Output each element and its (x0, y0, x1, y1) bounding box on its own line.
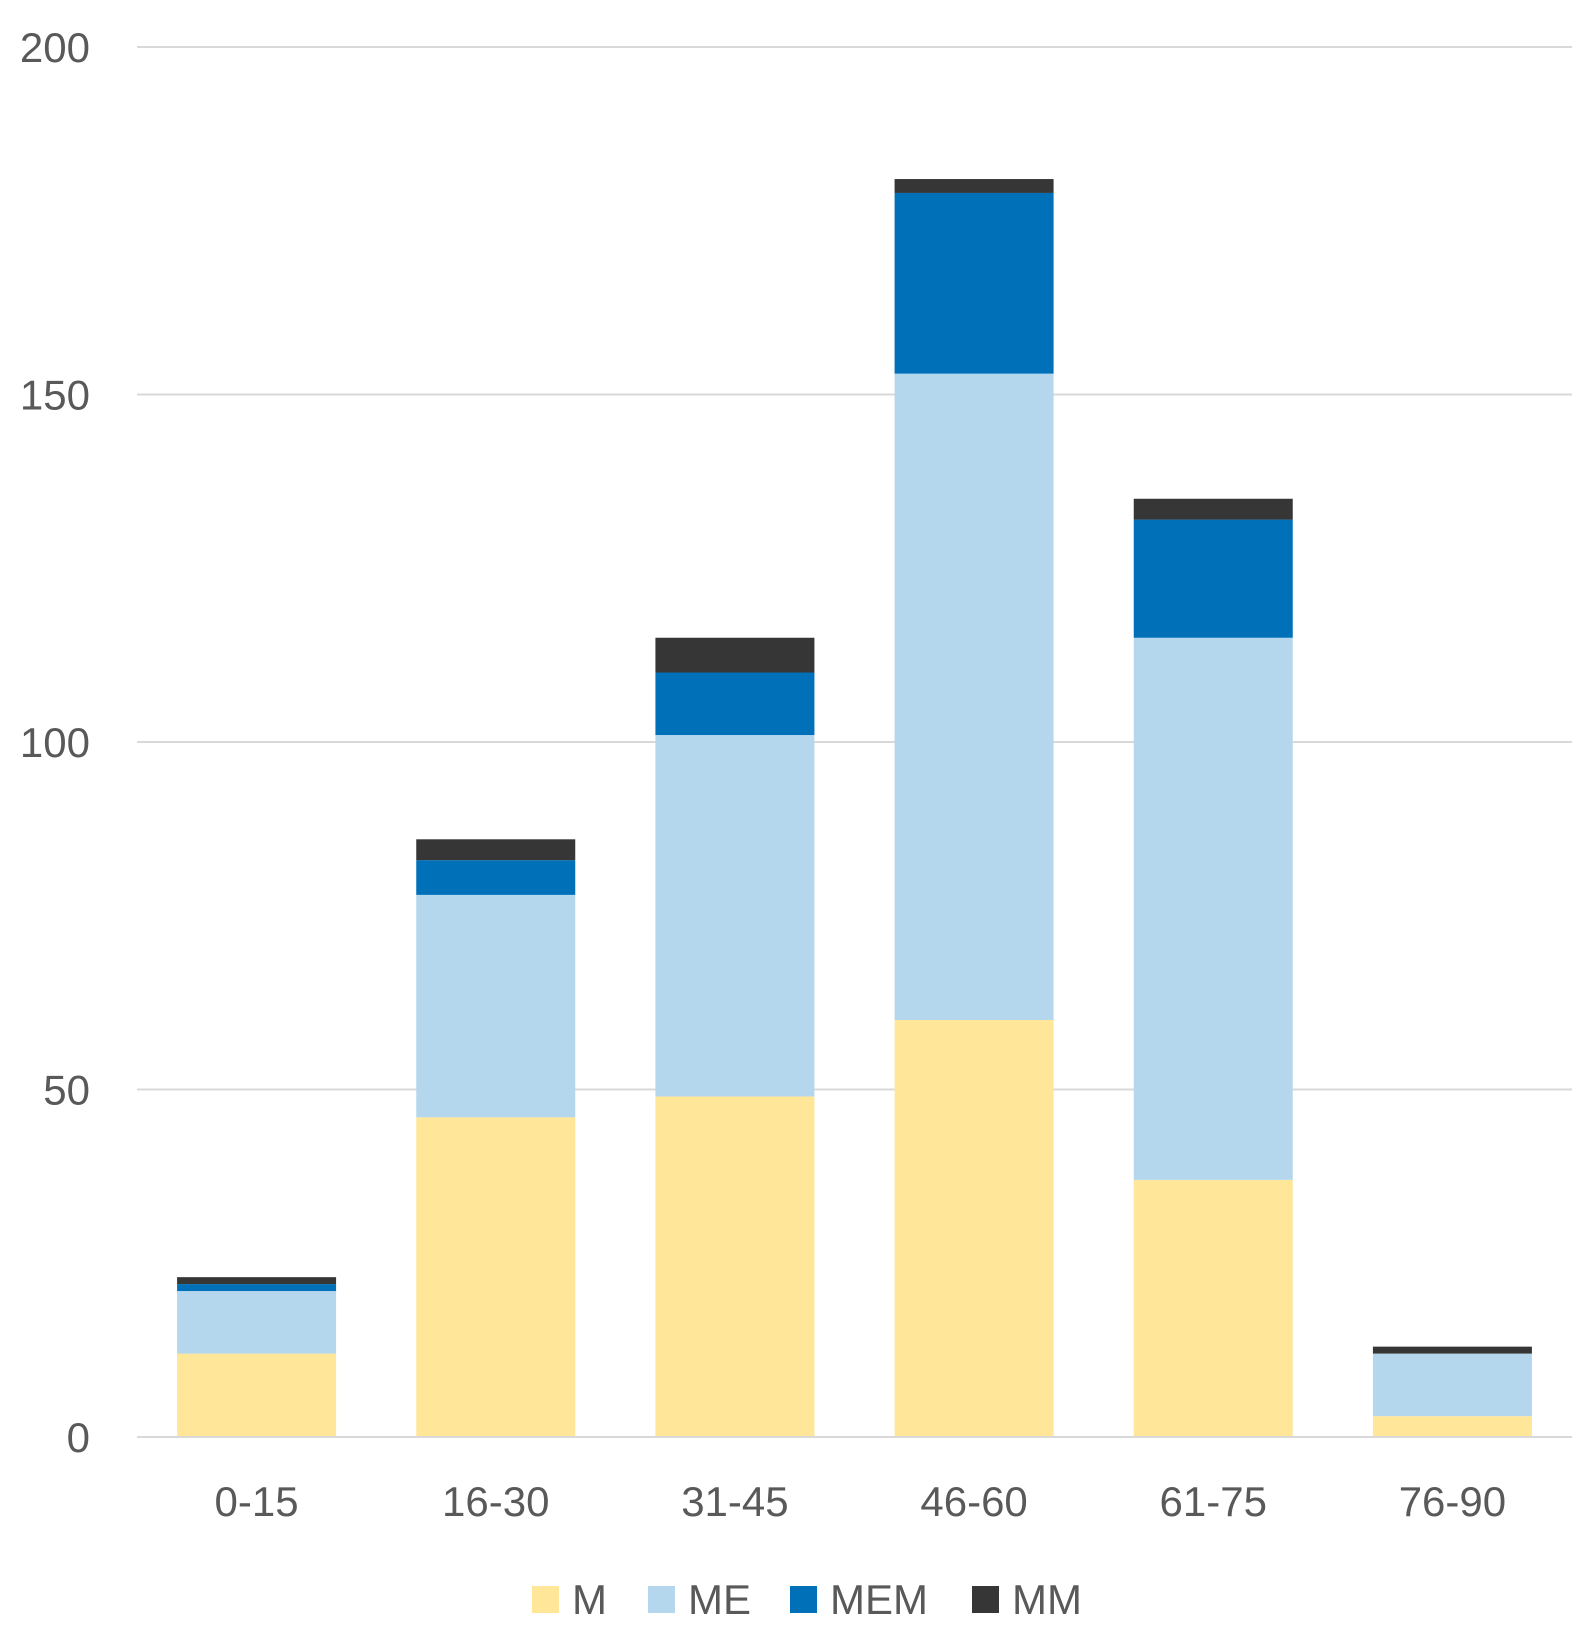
bar-me-0-15 (177, 1291, 337, 1354)
y-tick-label: 50 (43, 1067, 90, 1114)
x-tick-label: 0-15 (215, 1478, 299, 1525)
bar-me-31-45 (655, 735, 815, 1097)
legend-item-m: M (532, 1576, 607, 1623)
bar-mem-16-30 (416, 860, 576, 895)
bar-mem-46-60 (894, 192, 1054, 374)
y-tick-label: 150 (20, 372, 90, 419)
legend-swatch-me (648, 1586, 675, 1613)
y-axis-labels: 0 50 100 150 200 (20, 24, 90, 1461)
x-tick-label: 46-60 (920, 1478, 1027, 1525)
bar-m-61-75 (1133, 1179, 1293, 1437)
bar-mem-61-75 (1133, 519, 1293, 638)
legend-label-mem: MEM (830, 1576, 928, 1623)
x-tick-label: 61-75 (1160, 1478, 1267, 1525)
bar-me-76-90 (1372, 1353, 1532, 1417)
legend-item-mem: MEM (790, 1576, 928, 1623)
legend-item-me: ME (648, 1576, 751, 1623)
bar-mm-76-90 (1372, 1346, 1532, 1354)
bar-mm-16-30 (416, 839, 576, 861)
bar-mm-46-60 (894, 179, 1054, 193)
x-axis-labels: 0-15 16-30 31-45 46-60 61-75 76-90 (215, 1478, 1507, 1525)
y-tick-label: 0 (67, 1414, 90, 1461)
bar-m-31-45 (655, 1096, 815, 1437)
legend: M ME MEM MM (532, 1576, 1082, 1623)
bar-group-76-90 (1372, 1346, 1532, 1437)
bar-group-0-15 (177, 1277, 337, 1437)
bar-mm-0-15 (177, 1277, 337, 1285)
bar-m-16-30 (416, 1117, 576, 1437)
bar-group-46-60 (894, 179, 1054, 1437)
bar-group-16-30 (416, 839, 576, 1437)
bar-me-46-60 (894, 373, 1054, 1020)
x-tick-label: 31-45 (681, 1478, 788, 1525)
bar-group-31-45 (655, 637, 815, 1437)
legend-swatch-mm (972, 1586, 999, 1613)
bar-group-61-75 (1133, 498, 1293, 1437)
gridlines (137, 46, 1572, 1091)
bar-mem-0-15 (177, 1284, 337, 1292)
legend-swatch-mem (790, 1586, 817, 1613)
legend-swatch-m (532, 1586, 559, 1613)
legend-label-me: ME (688, 1576, 751, 1623)
legend-item-mm: MM (972, 1576, 1082, 1623)
bar-me-16-30 (416, 894, 576, 1118)
bar-mem-31-45 (655, 672, 815, 736)
legend-label-m: M (572, 1576, 607, 1623)
bars (177, 179, 1532, 1437)
bar-m-46-60 (894, 1020, 1054, 1437)
bar-m-0-15 (177, 1353, 337, 1437)
y-tick-label: 200 (20, 24, 90, 71)
bar-mm-61-75 (1133, 498, 1293, 520)
x-tick-label: 76-90 (1399, 1478, 1506, 1525)
legend-label-mm: MM (1012, 1576, 1082, 1623)
bar-m-76-90 (1372, 1416, 1532, 1437)
bar-me-61-75 (1133, 637, 1293, 1180)
bar-mm-31-45 (655, 637, 815, 673)
x-tick-label: 16-30 (442, 1478, 549, 1525)
y-tick-label: 100 (20, 719, 90, 766)
